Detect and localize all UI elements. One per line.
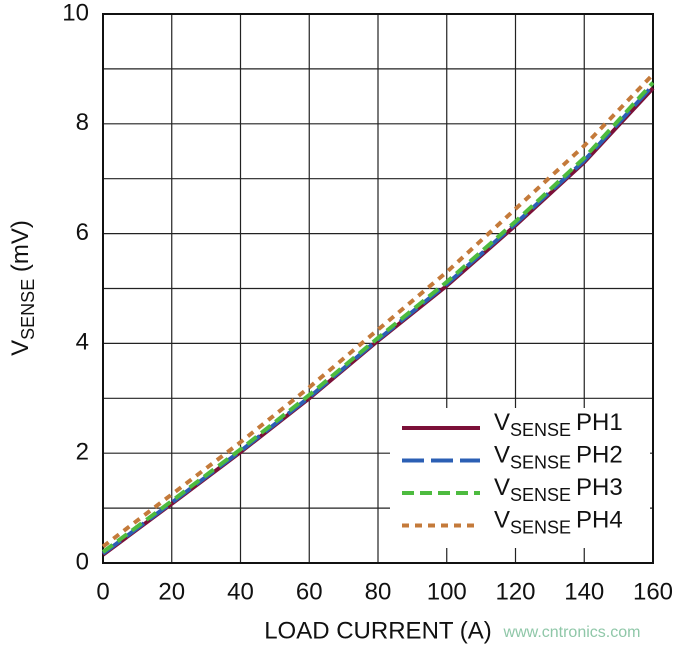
- legend-name: PH1: [576, 409, 623, 436]
- legend-label: VSENSE PH4: [494, 507, 623, 537]
- legend-label: VSENSE PH3: [494, 474, 623, 504]
- x-tick-label: 120: [495, 578, 535, 605]
- x-tick-label: 40: [227, 578, 254, 605]
- legend-subscript: SENSE: [510, 452, 571, 472]
- y-label-main: V: [7, 340, 34, 356]
- x-tick-label: 100: [427, 578, 467, 605]
- legend-name: PH4: [576, 507, 623, 534]
- y-tick-label: 0: [76, 548, 89, 575]
- legend-name: PH2: [576, 442, 623, 469]
- legend-prefix: V: [494, 409, 510, 436]
- x-tick-label: 60: [296, 578, 323, 605]
- y-axis-label: VSENSE (mV): [7, 220, 37, 356]
- legend-subscript: SENSE: [510, 420, 571, 440]
- legend-prefix: V: [494, 507, 510, 534]
- y-label-rest: (mV): [7, 220, 34, 279]
- y-tick-label: 4: [76, 329, 89, 356]
- y-label-sub: SENSE: [18, 279, 38, 340]
- legend-name: PH3: [576, 474, 623, 501]
- x-tick-label: 160: [633, 578, 673, 605]
- legend-subscript: SENSE: [510, 485, 571, 505]
- x-tick-label: 80: [365, 578, 392, 605]
- legend-prefix: V: [494, 442, 510, 469]
- y-tick-label: 10: [62, 0, 89, 26]
- legend-label: VSENSE PH1: [494, 409, 623, 439]
- x-tick-label: 20: [158, 578, 185, 605]
- y-tick-label: 6: [76, 219, 89, 246]
- y-tick-label: 8: [76, 109, 89, 136]
- legend-subscript: SENSE: [510, 517, 571, 537]
- y-tick-label: 2: [76, 439, 89, 466]
- legend-prefix: V: [494, 474, 510, 501]
- series-line: [101, 81, 655, 554]
- x-axis-label: LOAD CURRENT (A): [264, 617, 492, 644]
- plot-frame: [102, 13, 654, 564]
- x-tick-label: 140: [564, 578, 604, 605]
- x-tick-label: 0: [96, 578, 109, 605]
- watermark: www.cntronics.com: [503, 624, 641, 641]
- legend-label: VSENSE PH2: [494, 442, 623, 472]
